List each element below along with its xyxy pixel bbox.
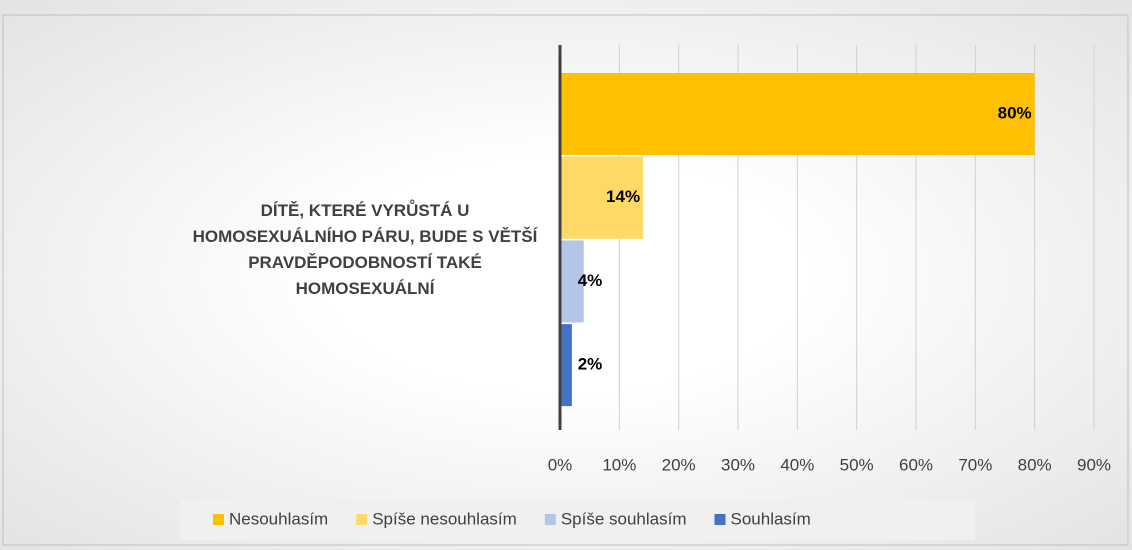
- x-tick-label: 60%: [899, 455, 933, 474]
- bar: [560, 240, 584, 323]
- category-label: DÍTĚ, KTERÉ VYRŮSTÁ U HOMOSEXUÁLNÍHO PÁR…: [192, 201, 538, 298]
- legend-box: [180, 500, 975, 540]
- legend-swatch: [213, 514, 224, 525]
- x-tick-label: 20%: [662, 455, 696, 474]
- bar: [560, 324, 572, 407]
- x-tick-label: 10%: [602, 455, 636, 474]
- data-label: 80%: [998, 103, 1032, 122]
- data-label: 4%: [578, 271, 603, 290]
- x-tick-label: 30%: [721, 455, 755, 474]
- legend-label: Spíše souhlasím: [561, 509, 687, 528]
- legend-swatch: [356, 514, 368, 525]
- legend-label: Spíše nesouhlasím: [372, 509, 517, 528]
- legend-swatch: [714, 514, 726, 525]
- x-tick-label: 0%: [548, 455, 573, 474]
- x-tick-label: 80%: [1018, 455, 1052, 474]
- x-tick-label: 50%: [840, 455, 874, 474]
- legend-label: Nesouhlasím: [229, 509, 328, 528]
- chart-border: [2, 14, 1129, 546]
- x-tick-label: 40%: [780, 455, 814, 474]
- data-label: 14%: [606, 187, 640, 206]
- x-tick-label: 90%: [1077, 455, 1111, 474]
- legend-swatch: [544, 514, 556, 525]
- bar: [560, 73, 1035, 155]
- data-label: 2%: [578, 355, 603, 374]
- legend-label: Souhlasím: [731, 509, 811, 528]
- x-tick-label: 70%: [958, 455, 992, 474]
- bar: [560, 156, 644, 239]
